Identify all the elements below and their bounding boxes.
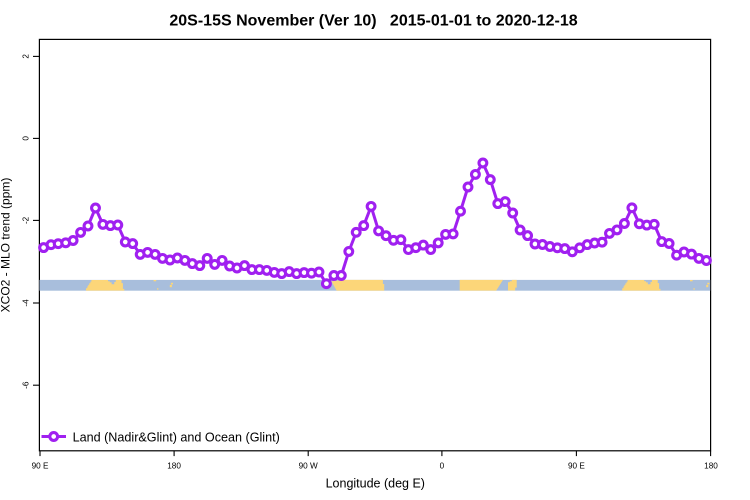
- svg-text:-2: -2: [21, 216, 30, 224]
- svg-text:XCO2 - MLO trend (ppm): XCO2 - MLO trend (ppm): [0, 178, 13, 313]
- svg-text:180: 180: [167, 461, 181, 470]
- svg-text:0: 0: [440, 461, 445, 470]
- svg-text:180: 180: [704, 461, 718, 470]
- svg-text:90 E: 90 E: [32, 461, 49, 470]
- svg-text:-6: -6: [21, 381, 30, 389]
- svg-text:Land (Nadir&Glint) and Ocean (: Land (Nadir&Glint) and Ocean (Glint): [73, 431, 280, 445]
- svg-text:20S-15S November (Ver 10) 20: 20S-15S November (Ver 10) 2015-01-01 to …: [169, 12, 577, 29]
- svg-text:90 E: 90 E: [568, 461, 585, 470]
- svg-text:0: 0: [21, 136, 30, 141]
- svg-text:2: 2: [21, 54, 30, 59]
- svg-text:-4: -4: [21, 299, 30, 307]
- svg-text:Longitude (deg E): Longitude (deg E): [326, 477, 425, 491]
- svg-text:90 W: 90 W: [299, 461, 318, 470]
